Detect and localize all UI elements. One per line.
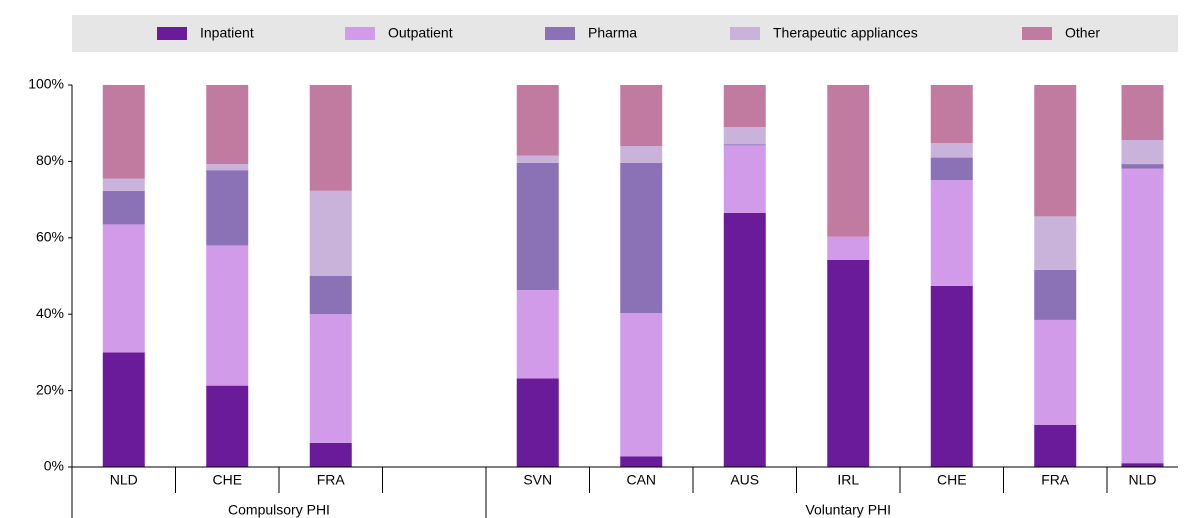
bar-segment bbox=[723, 127, 766, 145]
x-tick-label: CHE bbox=[212, 472, 242, 488]
bar-segment bbox=[1034, 319, 1077, 425]
x-tick-label: FRA bbox=[1041, 472, 1070, 488]
bar-segment bbox=[930, 180, 973, 286]
bar-segment bbox=[206, 164, 249, 171]
bar-segment bbox=[309, 85, 352, 191]
bar-segment bbox=[206, 85, 249, 165]
bar-segment bbox=[102, 190, 145, 225]
bar-segment bbox=[516, 162, 559, 291]
legend-label: Inpatient bbox=[200, 25, 254, 41]
bar-segment bbox=[1121, 164, 1164, 169]
bar-segment bbox=[1034, 424, 1077, 467]
bar-segment bbox=[206, 245, 249, 386]
x-tick-label: NLD bbox=[1128, 472, 1156, 488]
x-tick-label: FRA bbox=[317, 472, 346, 488]
y-tick-label: 100% bbox=[28, 76, 64, 92]
bar-segment bbox=[102, 224, 145, 353]
bar-segment bbox=[1034, 216, 1077, 270]
x-tick-label: CHE bbox=[937, 472, 967, 488]
bar-segment bbox=[516, 155, 559, 163]
bar-segment bbox=[620, 85, 663, 147]
bar-segment bbox=[723, 212, 766, 467]
bar-segment bbox=[1121, 168, 1164, 464]
bar-segment bbox=[102, 85, 145, 179]
y-tick-label: 60% bbox=[36, 229, 64, 245]
bar-segment bbox=[102, 178, 145, 191]
legend-label: Outpatient bbox=[388, 25, 453, 41]
bar-segment bbox=[723, 144, 766, 146]
x-tick-label: NLD bbox=[110, 472, 138, 488]
x-tick-label: IRL bbox=[837, 472, 859, 488]
bar-segment bbox=[516, 290, 559, 379]
bar-segment bbox=[620, 456, 663, 467]
y-tick-label: 80% bbox=[36, 152, 64, 168]
bar-segment bbox=[1121, 85, 1164, 141]
bar-segment bbox=[206, 170, 249, 246]
bar-segment bbox=[309, 314, 352, 443]
x-tick-label: SVN bbox=[523, 472, 552, 488]
bar-segment bbox=[1121, 140, 1164, 165]
bar-segment bbox=[930, 85, 973, 144]
bar-segment bbox=[723, 145, 766, 213]
bar-segment bbox=[827, 259, 870, 467]
x-tick-label: AUS bbox=[730, 472, 759, 488]
bar-segment bbox=[102, 352, 145, 467]
bar-segment bbox=[516, 85, 559, 156]
legend-swatch bbox=[157, 27, 187, 40]
bar-segment bbox=[1034, 269, 1077, 320]
y-tick-label: 20% bbox=[36, 381, 64, 397]
bar-segment bbox=[309, 442, 352, 467]
bar-segment bbox=[930, 157, 973, 181]
bar-segment bbox=[930, 285, 973, 467]
bar-segment bbox=[1121, 463, 1164, 467]
bar-segment bbox=[827, 85, 870, 237]
y-tick-label: 40% bbox=[36, 305, 64, 321]
bar-segment bbox=[620, 162, 663, 314]
bar-segment bbox=[1034, 85, 1077, 217]
legend-label: Therapeutic appliances bbox=[773, 25, 918, 41]
group-label: Voluntary PHI bbox=[805, 502, 891, 518]
legend-swatch bbox=[345, 27, 375, 40]
bar-segment bbox=[620, 313, 663, 457]
bar-segment bbox=[723, 85, 766, 128]
legend-label: Pharma bbox=[588, 25, 637, 41]
bar-segment bbox=[206, 385, 249, 467]
x-tick-label: CAN bbox=[626, 472, 656, 488]
legend-label: Other bbox=[1065, 25, 1100, 41]
legend-swatch bbox=[1022, 27, 1052, 40]
legend-background bbox=[72, 15, 1178, 52]
bar-segment bbox=[309, 190, 352, 276]
y-tick-label: 0% bbox=[44, 458, 64, 474]
bar-segment bbox=[827, 236, 870, 260]
legend-swatch bbox=[545, 27, 575, 40]
bar-segment bbox=[930, 143, 973, 158]
bar-segment bbox=[620, 146, 663, 163]
bar-segment bbox=[309, 276, 352, 315]
bar-segment bbox=[516, 378, 559, 467]
group-label: Compulsory PHI bbox=[228, 502, 330, 518]
legend-swatch bbox=[730, 27, 760, 40]
